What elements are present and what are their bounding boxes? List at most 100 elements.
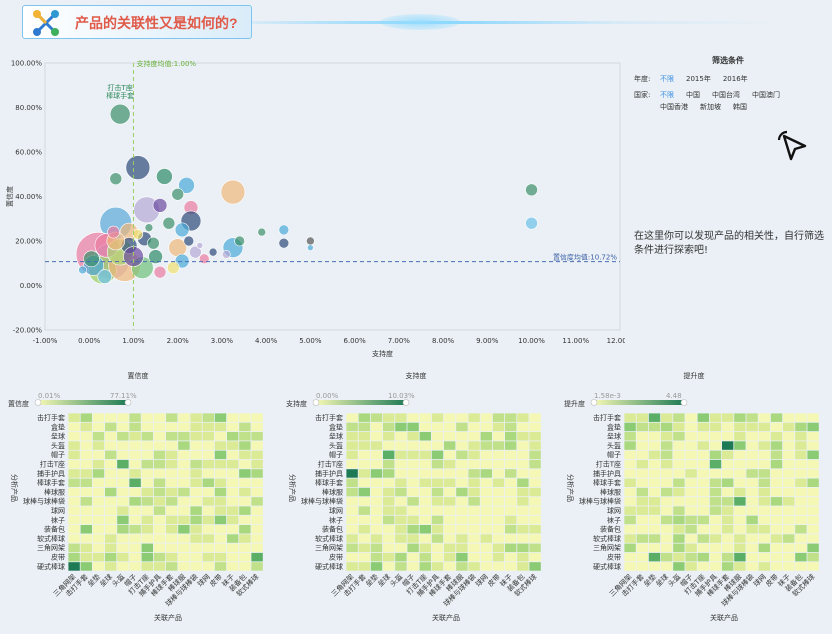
heatmap-cell[interactable] [492, 413, 505, 422]
heatmap-cell[interactable] [129, 487, 141, 497]
heatmap-cell[interactable] [770, 562, 783, 571]
heatmap-cell[interactable] [807, 450, 819, 460]
heatmap-cell[interactable] [624, 432, 636, 441]
heatmap-cell[interactable] [795, 497, 807, 506]
heatmap-cell[interactable] [746, 506, 758, 515]
heatmap-cell[interactable] [178, 469, 190, 478]
heatmap-cell[interactable] [480, 487, 492, 497]
heatmap-cell[interactable] [370, 441, 383, 450]
heatmap-cell[interactable] [505, 506, 517, 515]
heatmap-cell[interactable] [444, 450, 456, 460]
heatmap-cell[interactable] [395, 562, 407, 571]
heatmap-cell[interactable] [709, 422, 722, 432]
heatmap-cell[interactable] [697, 534, 709, 543]
heatmap-cell[interactable] [92, 543, 105, 553]
heatmap-cell[interactable] [480, 497, 492, 506]
heatmap-cell[interactable] [734, 441, 746, 450]
heatmap-cell[interactable] [746, 552, 758, 562]
heatmap-cell[interactable] [80, 432, 92, 441]
heatmap-cell[interactable] [117, 413, 129, 422]
heatmap-cell[interactable] [407, 515, 419, 525]
country-option[interactable]: 中国香港 [660, 103, 688, 111]
heatmap-cell[interactable] [673, 543, 685, 553]
heatmap-cell[interactable] [68, 459, 80, 469]
heatmap-cell[interactable] [346, 534, 358, 543]
heatmap-cell[interactable] [770, 422, 783, 432]
heatmap-cell[interactable] [685, 469, 697, 478]
heatmap-cell[interactable] [129, 515, 141, 525]
heatmap-cell[interactable] [783, 422, 795, 432]
heatmap-cell[interactable] [251, 441, 263, 450]
heatmap-cell[interactable] [709, 469, 722, 478]
heatmap-cell[interactable] [431, 432, 444, 441]
heatmap-cell[interactable] [407, 478, 419, 488]
heatmap-cell[interactable] [795, 525, 807, 534]
heatmap-cell[interactable] [783, 413, 795, 422]
heatmap-cell[interactable] [141, 422, 153, 432]
heatmap-cell[interactable] [178, 525, 190, 534]
heatmap-cell[interactable] [117, 515, 129, 525]
heatmap-cell[interactable] [444, 469, 456, 478]
heatmap-cell[interactable] [370, 450, 383, 460]
heatmap-cell[interactable] [636, 413, 648, 422]
heatmap-cell[interactable] [456, 469, 468, 478]
heatmap-cell[interactable] [190, 506, 202, 515]
scatter-point[interactable] [152, 198, 168, 213]
heatmap-cell[interactable] [697, 543, 709, 553]
heatmap-cell[interactable] [431, 450, 444, 460]
heatmap-cell[interactable] [758, 534, 770, 543]
heatmap-cell[interactable] [783, 534, 795, 543]
heatmap-cell[interactable] [517, 422, 529, 432]
heatmap-cell[interactable] [105, 487, 117, 497]
heatmap-cell[interactable] [395, 515, 407, 525]
heatmap-cell[interactable] [492, 450, 505, 460]
heatmap-cell[interactable] [202, 506, 214, 515]
heatmap-cell[interactable] [153, 487, 166, 497]
heatmap-cell[interactable] [214, 506, 227, 515]
heatmap-cell[interactable] [431, 413, 444, 422]
heatmap-cell[interactable] [468, 422, 480, 432]
heatmap-cell[interactable] [370, 487, 383, 497]
heatmap-cell[interactable] [370, 422, 383, 432]
heatmap-cell[interactable] [202, 487, 214, 497]
heatmap-cell[interactable] [746, 562, 758, 571]
heatmap-cell[interactable] [166, 441, 178, 450]
heatmap-cell[interactable] [444, 543, 456, 553]
heatmap-cell[interactable] [468, 459, 480, 469]
heatmap-cell[interactable] [444, 525, 456, 534]
heatmap-cell[interactable] [407, 459, 419, 469]
heatmap-cell[interactable] [758, 487, 770, 497]
heatmap-cell[interactable] [153, 459, 166, 469]
heatmap-cell[interactable] [758, 552, 770, 562]
heatmap-cell[interactable] [80, 562, 92, 571]
heatmap-cell[interactable] [370, 506, 383, 515]
heatmap-cell[interactable] [685, 450, 697, 460]
heatmap-cell[interactable] [673, 432, 685, 441]
heatmap-cell[interactable] [685, 562, 697, 571]
heatmap-cell[interactable] [92, 459, 105, 469]
heatmap-cell[interactable] [624, 515, 636, 525]
heatmap-cell[interactable] [431, 552, 444, 562]
scatter-point[interactable] [132, 229, 144, 240]
heatmap-cell[interactable] [251, 422, 263, 432]
heatmap-cell[interactable] [758, 459, 770, 469]
heatmap-cell[interactable] [346, 515, 358, 525]
heatmap-cell[interactable] [783, 525, 795, 534]
heatmap-cell[interactable] [480, 432, 492, 441]
heatmap-cell[interactable] [480, 478, 492, 488]
heatmap-cell[interactable] [783, 562, 795, 571]
heatmap-cell[interactable] [722, 478, 734, 488]
heatmap-cell[interactable] [529, 450, 541, 460]
heatmap-cell[interactable] [783, 487, 795, 497]
heatmap-cell[interactable] [214, 441, 227, 450]
heatmap-cell[interactable] [383, 413, 395, 422]
heatmap-cell[interactable] [529, 562, 541, 571]
heatmap-cell[interactable] [407, 534, 419, 543]
scatter-point[interactable] [123, 246, 144, 267]
heatmap-cell[interactable] [251, 469, 263, 478]
heatmap-cell[interactable] [468, 552, 480, 562]
heatmap-cell[interactable] [358, 515, 370, 525]
country-option[interactable]: 中国澳门 [752, 91, 780, 99]
heatmap-cell[interactable] [807, 413, 819, 422]
heatmap-cell[interactable] [227, 543, 239, 553]
